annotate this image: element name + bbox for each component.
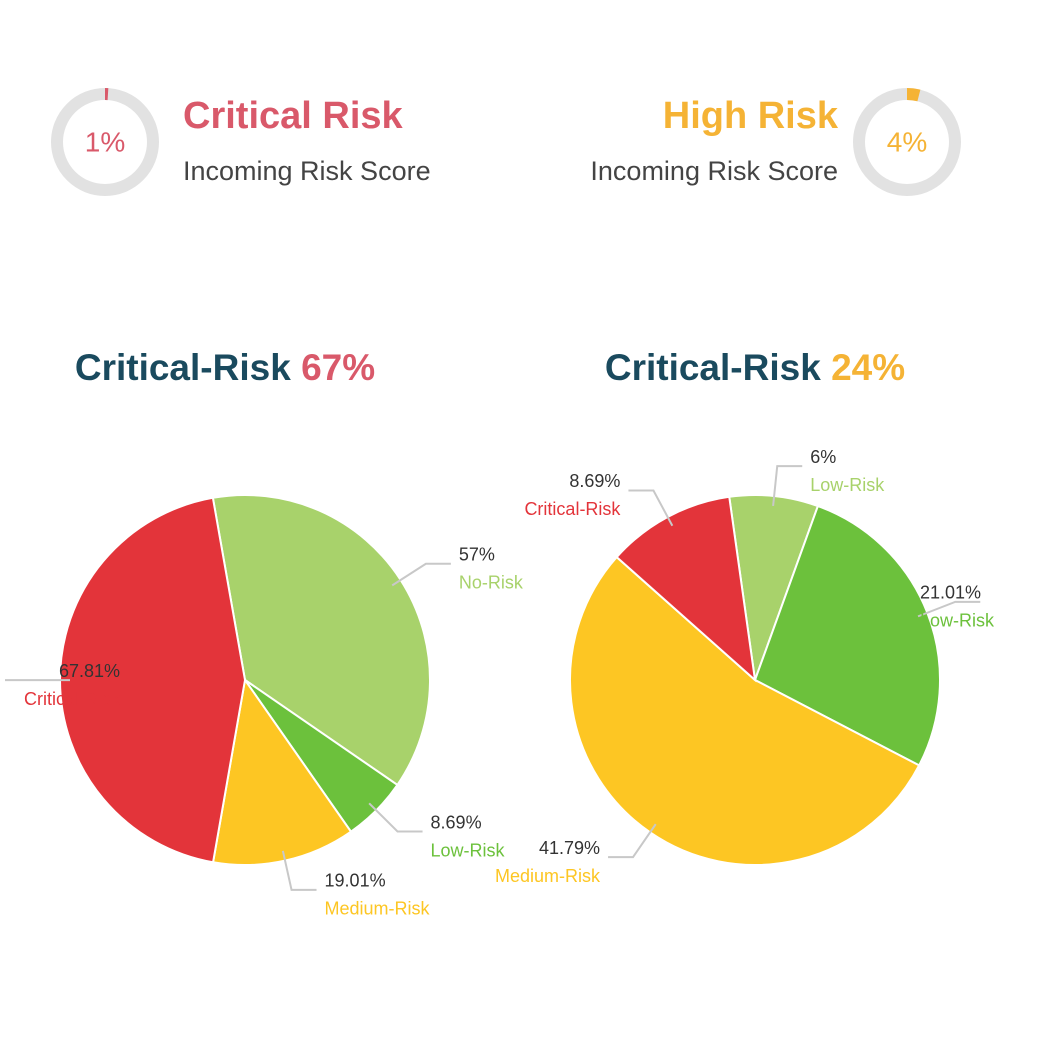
gauge-arc bbox=[51, 88, 159, 196]
leader-line bbox=[917, 600, 981, 618]
leader-line bbox=[628, 489, 674, 527]
gauge-value: 1% bbox=[85, 126, 125, 157]
slice-value: 67.81% bbox=[59, 661, 120, 681]
slice-value: 19.01% bbox=[325, 871, 386, 891]
gauge-title: High Risk bbox=[663, 95, 839, 137]
title-highlight: 24% bbox=[831, 347, 905, 388]
slice-label: Critical-Risk bbox=[524, 499, 621, 519]
slice-label: Medium-Risk bbox=[495, 866, 601, 886]
slice-label: Critical-Risk bbox=[24, 689, 121, 709]
gauge-arc bbox=[853, 88, 961, 196]
slice-value: 8.69% bbox=[569, 471, 620, 491]
gauge-subtitle: Incoming Risk Score bbox=[590, 156, 838, 186]
leader-line bbox=[281, 850, 317, 891]
slice-value: 41.79% bbox=[539, 838, 600, 858]
leader-line bbox=[608, 823, 657, 859]
slice-label: No-Risk bbox=[459, 573, 524, 593]
slice-label: Low-Risk bbox=[920, 611, 995, 631]
slice-label: Low-Risk bbox=[810, 475, 885, 495]
leader-line bbox=[772, 465, 803, 507]
gauge-subtitle: Incoming Risk Score bbox=[183, 156, 431, 186]
slice-label: Low-Risk bbox=[431, 840, 506, 860]
slice-value: 21.01% bbox=[920, 583, 981, 603]
chart-title: Critical-Risk 67% bbox=[75, 347, 375, 388]
slice-value: 57% bbox=[459, 545, 495, 565]
title-text: Critical-Risk bbox=[605, 347, 821, 388]
gauge-title: Critical Risk bbox=[183, 95, 404, 137]
leader-line bbox=[391, 562, 451, 587]
title-highlight: 67% bbox=[301, 347, 375, 388]
slice-value: 6% bbox=[810, 447, 836, 467]
slice-value: 8.69% bbox=[431, 812, 482, 832]
chart-title: Critical-Risk 24% bbox=[605, 347, 905, 388]
slice-label: Medium-Risk bbox=[325, 899, 431, 919]
gauge-value: 4% bbox=[887, 126, 927, 157]
leader-line bbox=[368, 802, 423, 833]
title-text: Critical-Risk bbox=[75, 347, 291, 388]
